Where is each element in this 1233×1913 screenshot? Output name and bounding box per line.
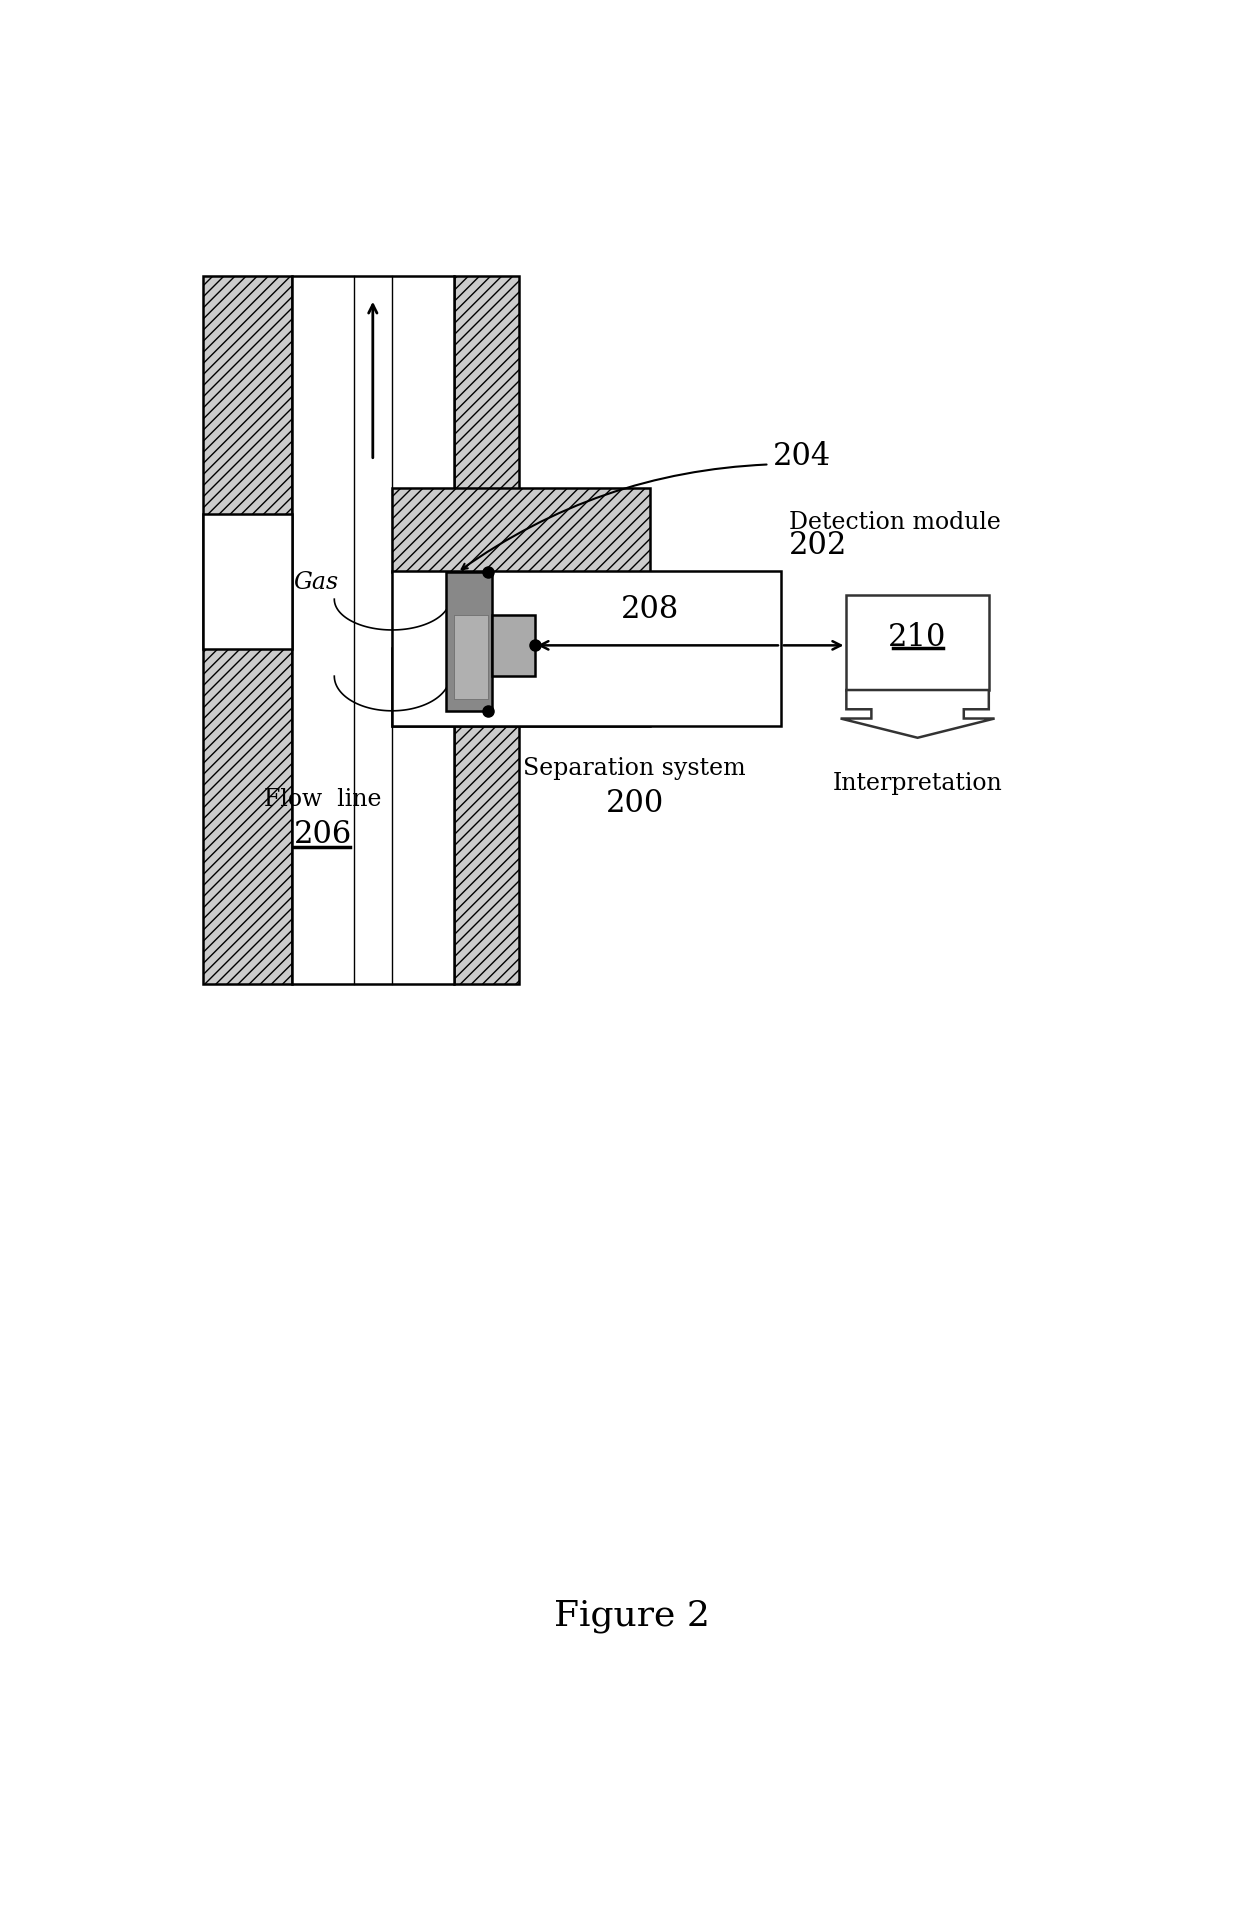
Bar xyxy=(203,515,292,649)
Text: 208: 208 xyxy=(621,593,679,626)
Bar xyxy=(454,275,519,983)
Text: 204: 204 xyxy=(773,442,831,473)
Text: Gas: Gas xyxy=(293,570,338,593)
Bar xyxy=(846,595,989,691)
Text: 210: 210 xyxy=(888,622,947,652)
Text: Separation system: Separation system xyxy=(523,758,746,781)
Bar xyxy=(492,614,535,675)
Text: Figure 2: Figure 2 xyxy=(554,1599,709,1632)
Bar xyxy=(203,275,292,983)
Bar xyxy=(292,275,454,983)
Bar xyxy=(454,614,488,700)
Text: 202: 202 xyxy=(789,530,847,561)
Polygon shape xyxy=(841,691,995,738)
Text: 200: 200 xyxy=(605,788,663,819)
Bar xyxy=(446,572,492,712)
Text: Interpretation: Interpretation xyxy=(832,773,1002,796)
Text: 206: 206 xyxy=(293,819,351,849)
Bar xyxy=(392,488,650,572)
Bar xyxy=(392,570,780,727)
Text: Detection module: Detection module xyxy=(789,511,1000,534)
Bar xyxy=(392,649,650,727)
Text: Flow  line: Flow line xyxy=(264,788,381,811)
